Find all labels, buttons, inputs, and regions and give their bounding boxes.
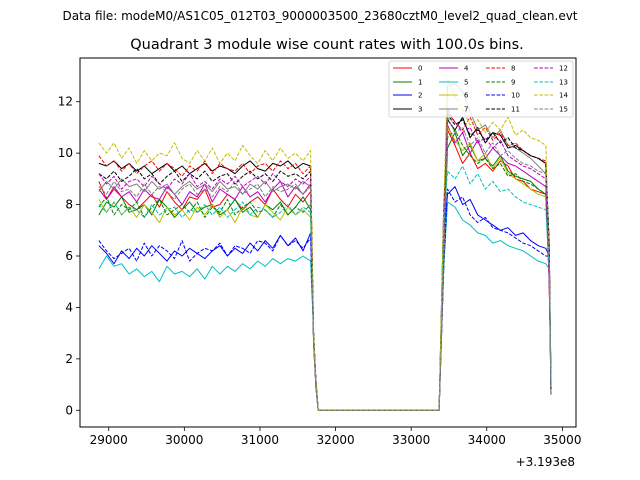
x-offset-label: +3.193e8 bbox=[516, 455, 575, 469]
legend-label-10: 10 bbox=[511, 92, 520, 100]
chart-title: Quadrant 3 module wise count rates with … bbox=[130, 37, 524, 53]
x-tick-label: 29000 bbox=[90, 433, 128, 447]
legend-label-13: 13 bbox=[559, 79, 568, 87]
axes-frame bbox=[79, 57, 577, 428]
legend-label-12: 12 bbox=[559, 65, 568, 73]
y-tick-label: 2 bbox=[65, 352, 73, 366]
y-tick-label: 12 bbox=[58, 95, 73, 109]
x-tick-label: 30000 bbox=[165, 433, 203, 447]
legend-label-2: 2 bbox=[418, 92, 422, 100]
y-axis-ticks: 0 2 4 6 8 10 12 bbox=[58, 95, 80, 417]
legend-label-5: 5 bbox=[464, 79, 468, 87]
y-tick-label: 0 bbox=[65, 403, 73, 417]
legend-label-0: 0 bbox=[418, 65, 422, 73]
legend-label-1: 1 bbox=[418, 79, 422, 87]
series-line-15 bbox=[98, 116, 552, 411]
y-tick-label: 6 bbox=[65, 249, 73, 263]
x-axis-ticks: 29000 30000 31000 32000 33000 34000 35000 bbox=[90, 427, 581, 447]
x-tick-label: 33000 bbox=[392, 433, 430, 447]
legend-label-14: 14 bbox=[559, 92, 568, 100]
legend-label-3: 3 bbox=[418, 106, 422, 114]
y-tick-label: 10 bbox=[58, 146, 73, 160]
x-tick-label: 34000 bbox=[468, 433, 506, 447]
legend-label-8: 8 bbox=[511, 65, 515, 73]
y-tick-label: 8 bbox=[65, 198, 73, 212]
legend-label-6: 6 bbox=[464, 92, 469, 100]
legend-label-9: 9 bbox=[511, 79, 515, 87]
series-line-12 bbox=[98, 108, 552, 411]
plot-lines bbox=[98, 78, 552, 411]
legend-label-11: 11 bbox=[511, 106, 520, 114]
x-tick-label: 35000 bbox=[543, 433, 581, 447]
y-tick-label: 4 bbox=[65, 300, 73, 314]
chart-suptitle: Data file: modeM0/AS1C05_012T03_90000035… bbox=[62, 9, 577, 23]
x-tick-label: 31000 bbox=[241, 433, 279, 447]
legend-frame bbox=[388, 60, 574, 118]
series-line-14 bbox=[98, 78, 552, 411]
x-tick-label: 32000 bbox=[316, 433, 354, 447]
legend-label-7: 7 bbox=[464, 106, 468, 114]
legend-label-15: 15 bbox=[559, 106, 568, 114]
legend-label-4: 4 bbox=[464, 65, 469, 73]
